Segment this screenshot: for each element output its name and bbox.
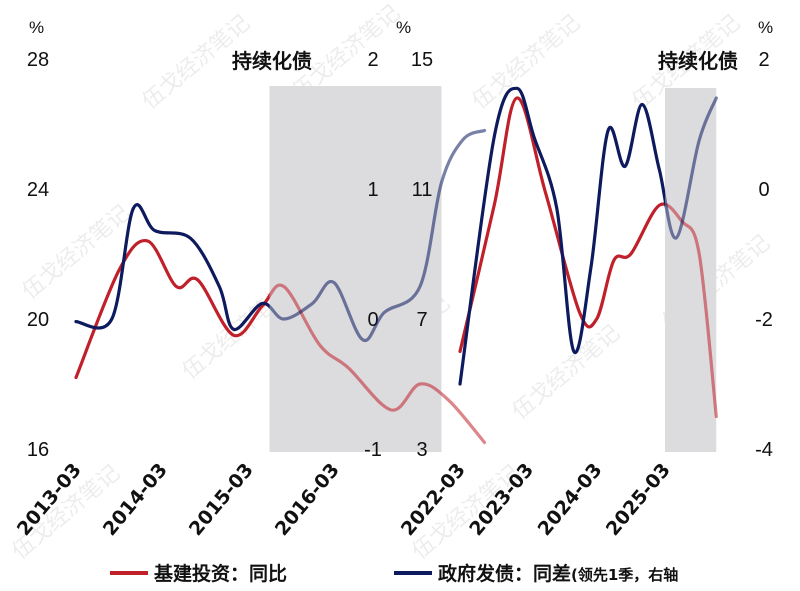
watermark-text: 伍戈经济笔记 xyxy=(18,201,135,305)
series-line-infrastructure-investment xyxy=(458,96,665,354)
legend-label-navy-main: 政府发债：同差 xyxy=(438,562,571,585)
left-axis-tick: 15 xyxy=(411,49,433,71)
left-axis: 15 11 7 3 xyxy=(411,49,433,461)
right-axis: 2 1 0 -1 xyxy=(364,49,382,461)
right-axis-tick: 2 xyxy=(758,49,769,71)
left-axis-tick: 7 xyxy=(416,309,427,331)
right-axis-tick: -4 xyxy=(755,439,773,461)
right-axis-tick: 0 xyxy=(758,179,769,201)
series-layer xyxy=(74,128,487,445)
legend: 基建投资：同比 政府发债：同差(领先1季，右轴 xyxy=(110,562,678,585)
series-line-government-bonds xyxy=(74,203,270,332)
series-layer xyxy=(458,86,718,419)
left-axis-tick: 28 xyxy=(27,49,49,71)
left-axis-unit: % xyxy=(396,18,411,37)
left-axis-tick: 20 xyxy=(27,309,49,331)
right-axis-tick: 1 xyxy=(367,179,378,201)
shaded-region xyxy=(665,88,717,452)
series-line-government-bonds-shaded xyxy=(269,128,487,343)
shaded-region-label: 持续化债 xyxy=(658,49,738,73)
legend-label-red: 基建投资：同比 xyxy=(153,562,287,585)
legend-label-navy-note: (领先1季，右轴 xyxy=(571,566,678,584)
left-axis-tick: 3 xyxy=(416,439,427,461)
watermark-text: 伍戈经济笔记 xyxy=(508,321,625,425)
right-axis-tick: 2 xyxy=(367,49,378,71)
right-axis-tick: -1 xyxy=(364,439,382,461)
left-axis-tick: 16 xyxy=(27,439,49,461)
left-axis-unit: % xyxy=(29,18,44,37)
left-axis-tick: 11 xyxy=(412,179,433,201)
right-axis-unit: % xyxy=(758,18,773,37)
x-axis-tick: 2025-03 xyxy=(602,459,675,540)
right-axis: 2 0 -2 -4 xyxy=(755,49,773,461)
left-axis-tick: 24 xyxy=(27,179,49,201)
x-axis-tick: 2024-03 xyxy=(534,459,607,540)
x-axis-tick: 2015-03 xyxy=(185,459,258,540)
left-axis: 28 24 20 16 xyxy=(27,49,49,461)
watermark-text: 伍戈经济笔记 xyxy=(468,11,585,115)
right-axis-tick: 0 xyxy=(367,309,378,331)
series-line-infrastructure-investment xyxy=(74,238,270,380)
shaded-region-label: 持续化债 xyxy=(232,49,312,73)
series-line-infrastructure-investment-shaded xyxy=(269,283,487,445)
series-line-infrastructure-investment-shaded xyxy=(665,202,718,419)
x-axis-tick: 2016-03 xyxy=(271,459,344,540)
legend-label-navy: 政府发债：同差(领先1季，右轴 xyxy=(438,562,678,585)
shaded-region xyxy=(269,86,442,452)
series-line-government-bonds-shaded xyxy=(665,96,718,240)
series-line-government-bonds xyxy=(458,86,665,386)
right-axis-tick: -2 xyxy=(755,309,773,331)
